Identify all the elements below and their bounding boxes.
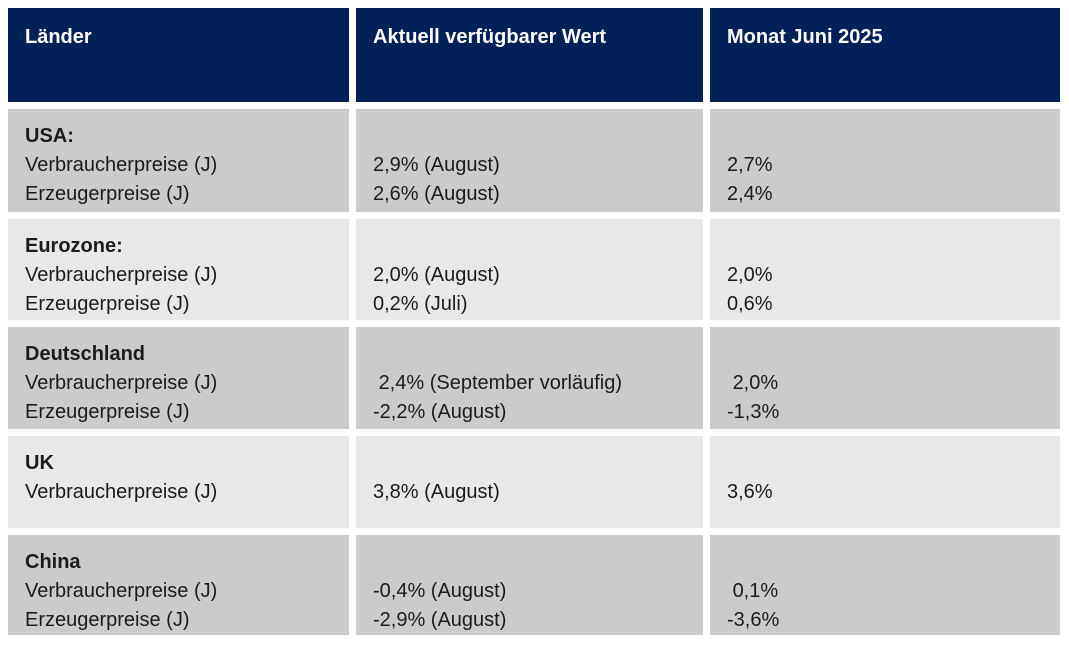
current-value-cell: -0,4% (August) -2,9% (August) (356, 535, 703, 635)
table-row-china: China Verbraucherpreise (J) Erzeugerprei… (8, 535, 1060, 635)
table-header-row: Länder Aktuell verfügbarer Wert Monat Ju… (8, 8, 1060, 102)
current-value-cell: 2,9% (August) 2,6% (August) (356, 109, 703, 212)
column-header-laender: Länder (8, 8, 349, 102)
june-values: 2,0% 0,6% (727, 264, 773, 315)
current-values: 2,4% (September vorläufig) -2,2% (August… (373, 372, 623, 423)
country-cell: UK Verbraucherpreise (J) (8, 436, 349, 528)
country-name: China (25, 551, 81, 573)
current-value-cell: 2,4% (September vorläufig) -2,2% (August… (356, 327, 703, 429)
current-values: 2,9% (August) 2,6% (August) (373, 154, 500, 205)
june-value-cell: 3,6% (710, 436, 1060, 528)
current-values: -0,4% (August) -2,9% (August) (373, 580, 507, 631)
table-row-uk: UK Verbraucherpreise (J) 3,8% (August) 3… (8, 436, 1060, 528)
june-values: 2,0% -1,3% (727, 372, 780, 423)
column-header-monat-juni-2025: Monat Juni 2025 (710, 8, 1060, 102)
country-name: USA: (25, 125, 74, 147)
june-values: 0,1% -3,6% (727, 580, 780, 631)
country-cell: Deutschland Verbraucherpreise (J) Erzeug… (8, 327, 349, 429)
june-value-cell: 2,0% 0,6% (710, 219, 1060, 320)
price-type-labels: Verbraucherpreise (J) Erzeugerpreise (J) (25, 580, 218, 631)
table-row-deutschland: Deutschland Verbraucherpreise (J) Erzeug… (8, 327, 1060, 429)
june-values: 2,7% 2,4% (727, 154, 773, 205)
current-value-cell: 3,8% (August) (356, 436, 703, 528)
country-cell: Eurozone: Verbraucherpreise (J) Erzeuger… (8, 219, 349, 320)
country-cell: USA: Verbraucherpreise (J) Erzeugerpreis… (8, 109, 349, 212)
june-values: 3,6% (727, 481, 773, 503)
price-type-labels: Verbraucherpreise (J) Erzeugerpreise (J) (25, 154, 218, 205)
country-cell: China Verbraucherpreise (J) Erzeugerprei… (8, 535, 349, 635)
current-values: 3,8% (August) (373, 481, 500, 503)
column-header-aktueller-wert: Aktuell verfügbarer Wert (356, 8, 703, 102)
june-value-cell: 2,0% -1,3% (710, 327, 1060, 429)
current-value-cell: 2,0% (August) 0,2% (Juli) (356, 219, 703, 320)
price-type-labels: Verbraucherpreise (J) Erzeugerpreise (J) (25, 264, 218, 315)
table-row-eurozone: Eurozone: Verbraucherpreise (J) Erzeuger… (8, 219, 1060, 320)
price-type-labels: Verbraucherpreise (J) (25, 481, 218, 503)
price-type-labels: Verbraucherpreise (J) Erzeugerpreise (J) (25, 372, 218, 423)
inflation-table: Länder Aktuell verfügbarer Wert Monat Ju… (8, 8, 1060, 635)
country-name: UK (25, 452, 54, 474)
june-value-cell: 2,7% 2,4% (710, 109, 1060, 212)
country-name: Eurozone: (25, 235, 123, 257)
june-value-cell: 0,1% -3,6% (710, 535, 1060, 635)
current-values: 2,0% (August) 0,2% (Juli) (373, 264, 500, 315)
country-name: Deutschland (25, 343, 146, 365)
table-row-usa: USA: Verbraucherpreise (J) Erzeugerpreis… (8, 109, 1060, 212)
